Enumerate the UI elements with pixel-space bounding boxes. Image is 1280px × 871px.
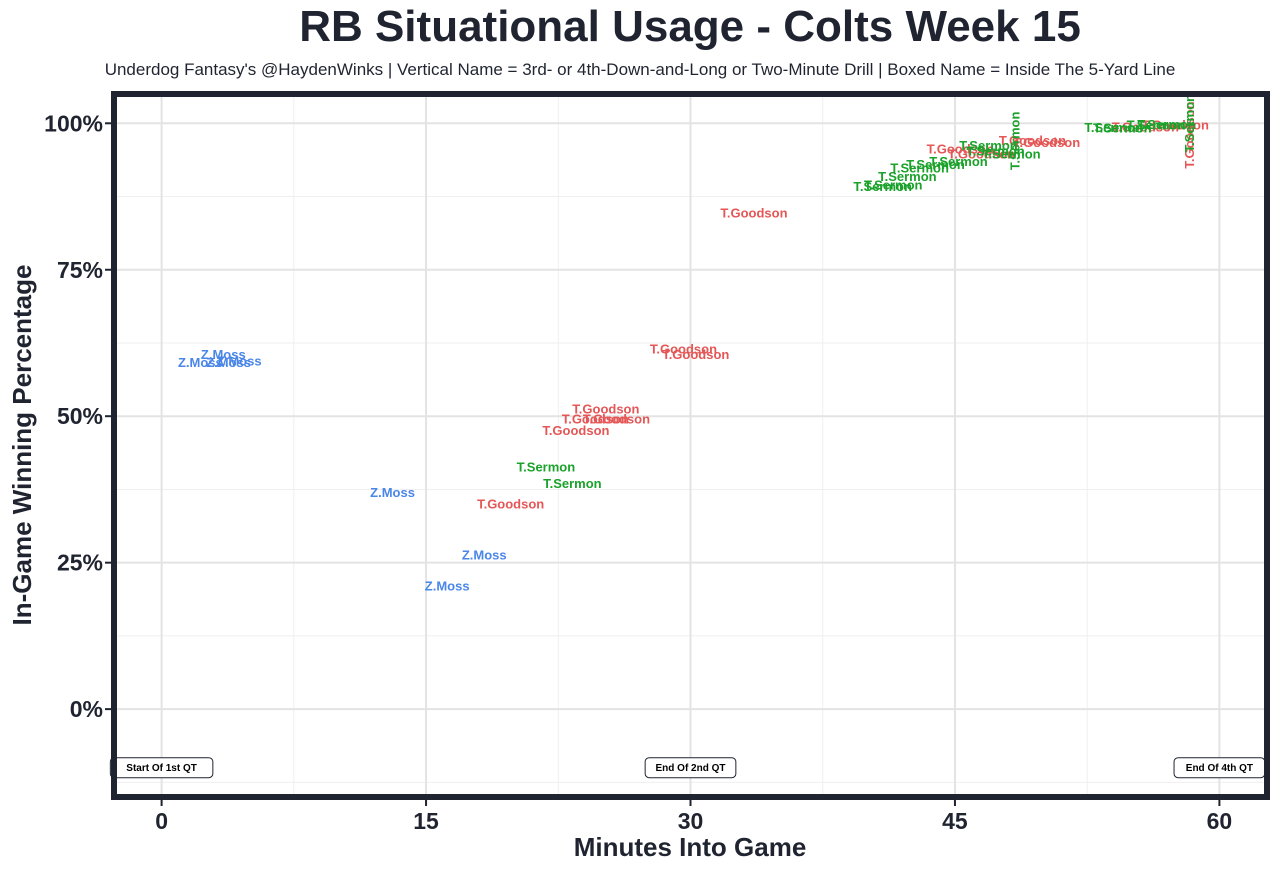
y-tick-label: 50% (57, 403, 103, 429)
data-point-label: T.Goodson (1112, 119, 1179, 134)
data-point-label: T.Sermon (543, 476, 602, 491)
data-point-label: T.Goodson (1013, 135, 1080, 150)
data-point-label: Z.Moss (370, 485, 415, 500)
data-point-label: T.Goodson (999, 133, 1066, 148)
data-point-label: Z.Moss (206, 355, 251, 370)
data-point-label: T.Sermon (517, 460, 576, 475)
plot-border (111, 91, 1270, 800)
data-point-label: T.Goodson (562, 412, 629, 427)
quarter-annotation: Start Of 1st QT (109, 757, 214, 779)
data-point-label: T.Sermon (906, 157, 965, 172)
data-point-label: T.Goodson (650, 341, 717, 356)
chart-title: RB Situational Usage - Colts Week 15 (299, 2, 1081, 51)
data-point-label: Z.Moss (201, 347, 246, 362)
data-point-label: Z.Moss (217, 354, 262, 369)
data-point-label: T.Sermon (1182, 94, 1197, 153)
quarter-annotation-box (644, 757, 737, 779)
data-point-label: T.Goodson (948, 146, 1015, 161)
y-tick-label: 75% (57, 257, 103, 283)
x-tick-label: 0 (155, 808, 168, 834)
quarter-annotation: End Of 2nd QT (644, 757, 737, 779)
data-point-label: T.Sermon (890, 160, 949, 175)
data-point-label: T.Goodson (662, 347, 729, 362)
data-point-label: Z.Moss (425, 579, 470, 594)
data-point-label: T.Goodson (720, 205, 787, 220)
y-tick-label: 25% (57, 550, 103, 576)
y-tick-label: 100% (44, 110, 103, 136)
data-point-label: T.Goodson (583, 412, 650, 427)
data-point-label: Z.Moss (178, 355, 223, 370)
chart-subtitle: Underdog Fantasy's @HaydenWinks | Vertic… (104, 60, 1176, 79)
data-point-label: T.Sermon (878, 169, 937, 184)
quarter-annotations: Start Of 1st QT End Of 2nd QT End Of 4th Q… (109, 757, 1266, 779)
axes: 0 15 30 45 60 0% 25% 50% 75% 100% (44, 110, 1232, 834)
data-point-label: T.Sermon (982, 146, 1041, 161)
data-point-label: T.Goodson (477, 497, 544, 512)
data-point-label: T.Goodson (542, 423, 609, 438)
data-point-label: T.Goodson (1182, 101, 1197, 168)
data-point-label: T.Sermon (1127, 118, 1186, 133)
y-tick-label: 0% (70, 696, 103, 722)
data-point-label: T.Sermon (1007, 112, 1022, 171)
data-point-label: T.Sermon (966, 143, 1025, 158)
quarter-annotation-label: End Of 4th QT (1186, 763, 1253, 774)
data-point-label: T.Sermon (1137, 117, 1196, 132)
data-point-label: T.Goodson (572, 402, 639, 417)
x-tick-label: 15 (413, 808, 439, 834)
data-point-label: T.Sermon (1093, 120, 1152, 135)
x-tick-label: 30 (678, 808, 704, 834)
data-point-label: Z.Moss (462, 548, 507, 563)
data-point-label: T.Sermon (864, 177, 923, 192)
data-labels: Z.MossZ.MossZ.MossZ.MossZ.MossZ.MossZ.Mo… (178, 94, 1209, 594)
y-axis-title: In-Game Winning Percentage (7, 265, 37, 626)
data-point-label: T.Goodson (927, 142, 994, 157)
data-point-label: T.Sermon (1084, 120, 1143, 135)
data-point-label: T.Sermon (959, 138, 1018, 153)
quarter-annotation-label: Start Of 1st QT (126, 763, 197, 774)
quarter-annotation-label: End Of 2nd QT (656, 763, 726, 774)
data-point-label: T.Goodson (1142, 118, 1209, 133)
quarter-annotation: End Of 4th QT (1173, 757, 1266, 779)
x-axis-title: Minutes Into Game (574, 832, 807, 862)
data-point-label: T.Sermon (929, 154, 988, 169)
x-tick-label: 45 (942, 808, 968, 834)
data-point-label: T.Sermon (853, 179, 912, 194)
x-tick-label: 60 (1207, 808, 1233, 834)
grid-lines (114, 94, 1267, 797)
quarter-annotation-box (109, 757, 214, 779)
